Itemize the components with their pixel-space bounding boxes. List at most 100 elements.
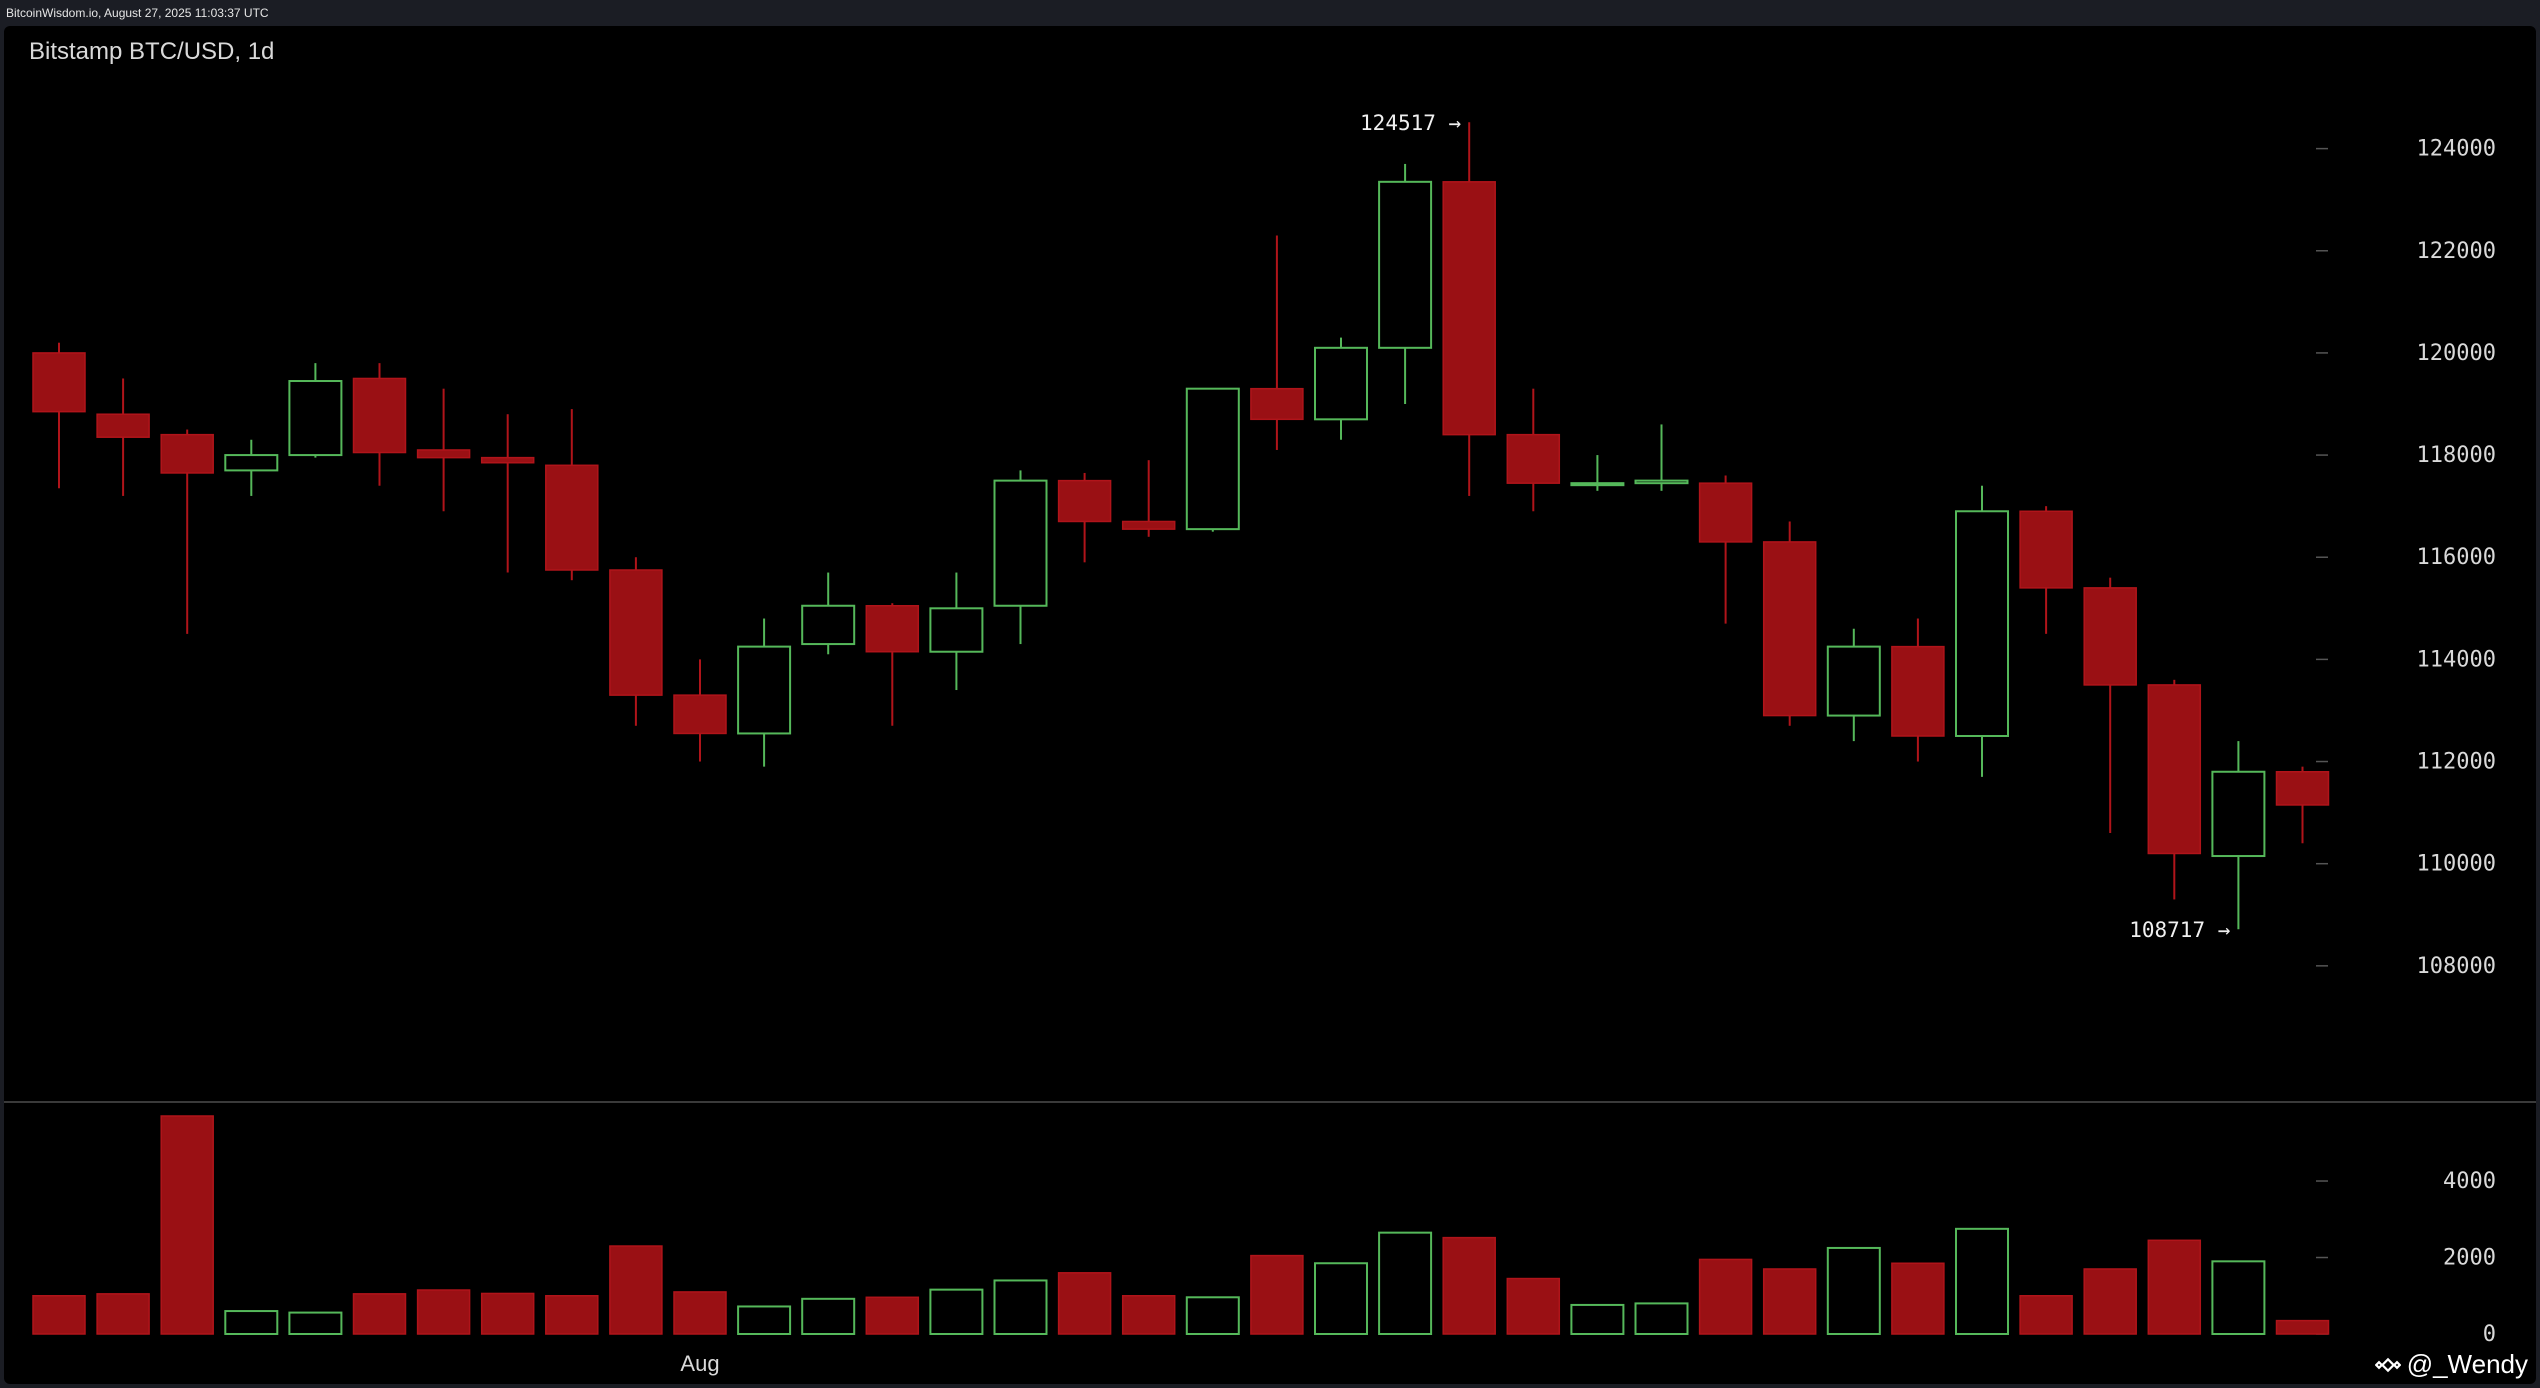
candle-body [32, 352, 86, 413]
volume-bar [1634, 1302, 1689, 1336]
candle-body [1378, 180, 1433, 349]
price-tick: 114000 [2316, 647, 2496, 672]
volume-bar [609, 1245, 663, 1335]
candle-body [801, 604, 856, 646]
candle-body [2083, 587, 2137, 686]
price-tick: 110000 [2316, 852, 2496, 877]
candle [993, 470, 1048, 645]
candle [1762, 521, 1817, 726]
candle-body [993, 479, 1048, 607]
volume-bar [1250, 1254, 1304, 1335]
price-tick-label: 116000 [2417, 545, 2496, 570]
candle [1250, 235, 1304, 450]
volume-tick-label: 4000 [2443, 1169, 2496, 1194]
candle-body [160, 433, 214, 474]
volume-bar [96, 1293, 150, 1335]
volume-bar [737, 1305, 792, 1335]
price-annotations: 124517 → 108717 → [1360, 111, 2230, 942]
candle [545, 409, 599, 581]
price-tick-label: 124000 [2417, 137, 2496, 162]
volume-bar [865, 1296, 920, 1335]
volume-bar [1057, 1272, 1112, 1335]
price-tick-label: 110000 [2417, 852, 2496, 877]
candle-body [2211, 770, 2266, 858]
candle-body [1250, 387, 1304, 421]
volume-bar [2147, 1239, 2202, 1335]
volume-bar [2083, 1268, 2137, 1335]
candle-body [1121, 520, 1176, 530]
price-tick-label: 120000 [2417, 341, 2496, 366]
candle [352, 363, 407, 486]
candle [2147, 679, 2202, 900]
volume-bar [1826, 1246, 1881, 1336]
candle-body [1442, 181, 1496, 436]
candle [96, 378, 150, 496]
time-axis: Aug [680, 1351, 719, 1376]
candle [1698, 475, 1753, 624]
volume-bar [993, 1279, 1048, 1336]
volume-bar [160, 1115, 214, 1335]
candle-body [2275, 771, 2330, 806]
volume-bar [1891, 1262, 1945, 1335]
volume-bar [1314, 1262, 1368, 1335]
volume-bar [1955, 1227, 2009, 1336]
candle-body [737, 645, 792, 735]
candle-body [288, 380, 343, 457]
candle-body [416, 449, 471, 459]
volume-bar [929, 1288, 984, 1336]
candle-body [545, 464, 599, 571]
candle [1185, 387, 1240, 532]
candle [609, 557, 663, 726]
volume-bar [288, 1311, 343, 1335]
candle-body [1955, 510, 2009, 737]
volume-bar [480, 1292, 535, 1335]
volume-bar [352, 1293, 407, 1335]
candle-body [1698, 482, 1753, 543]
candle-body [1634, 479, 1689, 485]
volume-bar [2275, 1319, 2330, 1335]
candle [737, 618, 792, 767]
candle [1442, 122, 1496, 496]
volume-bar [801, 1297, 856, 1336]
price-tick-label: 114000 [2417, 647, 2496, 672]
candle-body [480, 456, 535, 464]
candle-body [609, 569, 663, 696]
candle [288, 363, 343, 458]
candle [2083, 577, 2137, 834]
candle [673, 659, 727, 762]
watermark-text: @_Wendy [2406, 1349, 2528, 1379]
candle [1891, 618, 1945, 762]
volume-bar [2019, 1295, 2073, 1335]
candle-body [352, 377, 407, 454]
candle [2211, 741, 2266, 930]
volume-bar [1570, 1303, 1625, 1336]
candle [480, 414, 535, 573]
chart-title: Bitstamp BTC/USD, 1d [29, 38, 275, 65]
volume-tick: 2000 [2316, 1246, 2496, 1271]
volume-tick: 0 [2316, 1322, 2496, 1347]
candle [1826, 628, 1881, 742]
candle-body [1826, 645, 1881, 717]
candle-body [1185, 387, 1240, 531]
candle [1570, 455, 1625, 491]
volume-bar [32, 1295, 86, 1335]
candle-body [673, 694, 727, 735]
price-axis: 108000 110000 112000 114000 116000 118000 1200… [2316, 137, 2496, 979]
candle-body [1506, 433, 1561, 484]
candle-body [865, 605, 920, 653]
candle-body [1057, 479, 1112, 523]
candlestick-chart[interactable]: 108000 110000 112000 114000 116000 118000 1200… [4, 26, 2536, 1384]
price-tick-label: 108000 [2417, 954, 2496, 979]
price-tick: 122000 [2316, 239, 2496, 264]
volume-bar [1378, 1231, 1433, 1336]
volume-bar [1698, 1258, 1753, 1335]
price-annotation: 108717 → [2129, 918, 2230, 942]
volume-bars [32, 1115, 2330, 1336]
candle [224, 439, 279, 496]
price-tick-label: 118000 [2417, 443, 2496, 468]
candle-body [2147, 684, 2202, 855]
candle [865, 603, 920, 726]
candle [929, 572, 984, 691]
volume-bar [545, 1295, 599, 1335]
volume-bar [1121, 1295, 1176, 1335]
